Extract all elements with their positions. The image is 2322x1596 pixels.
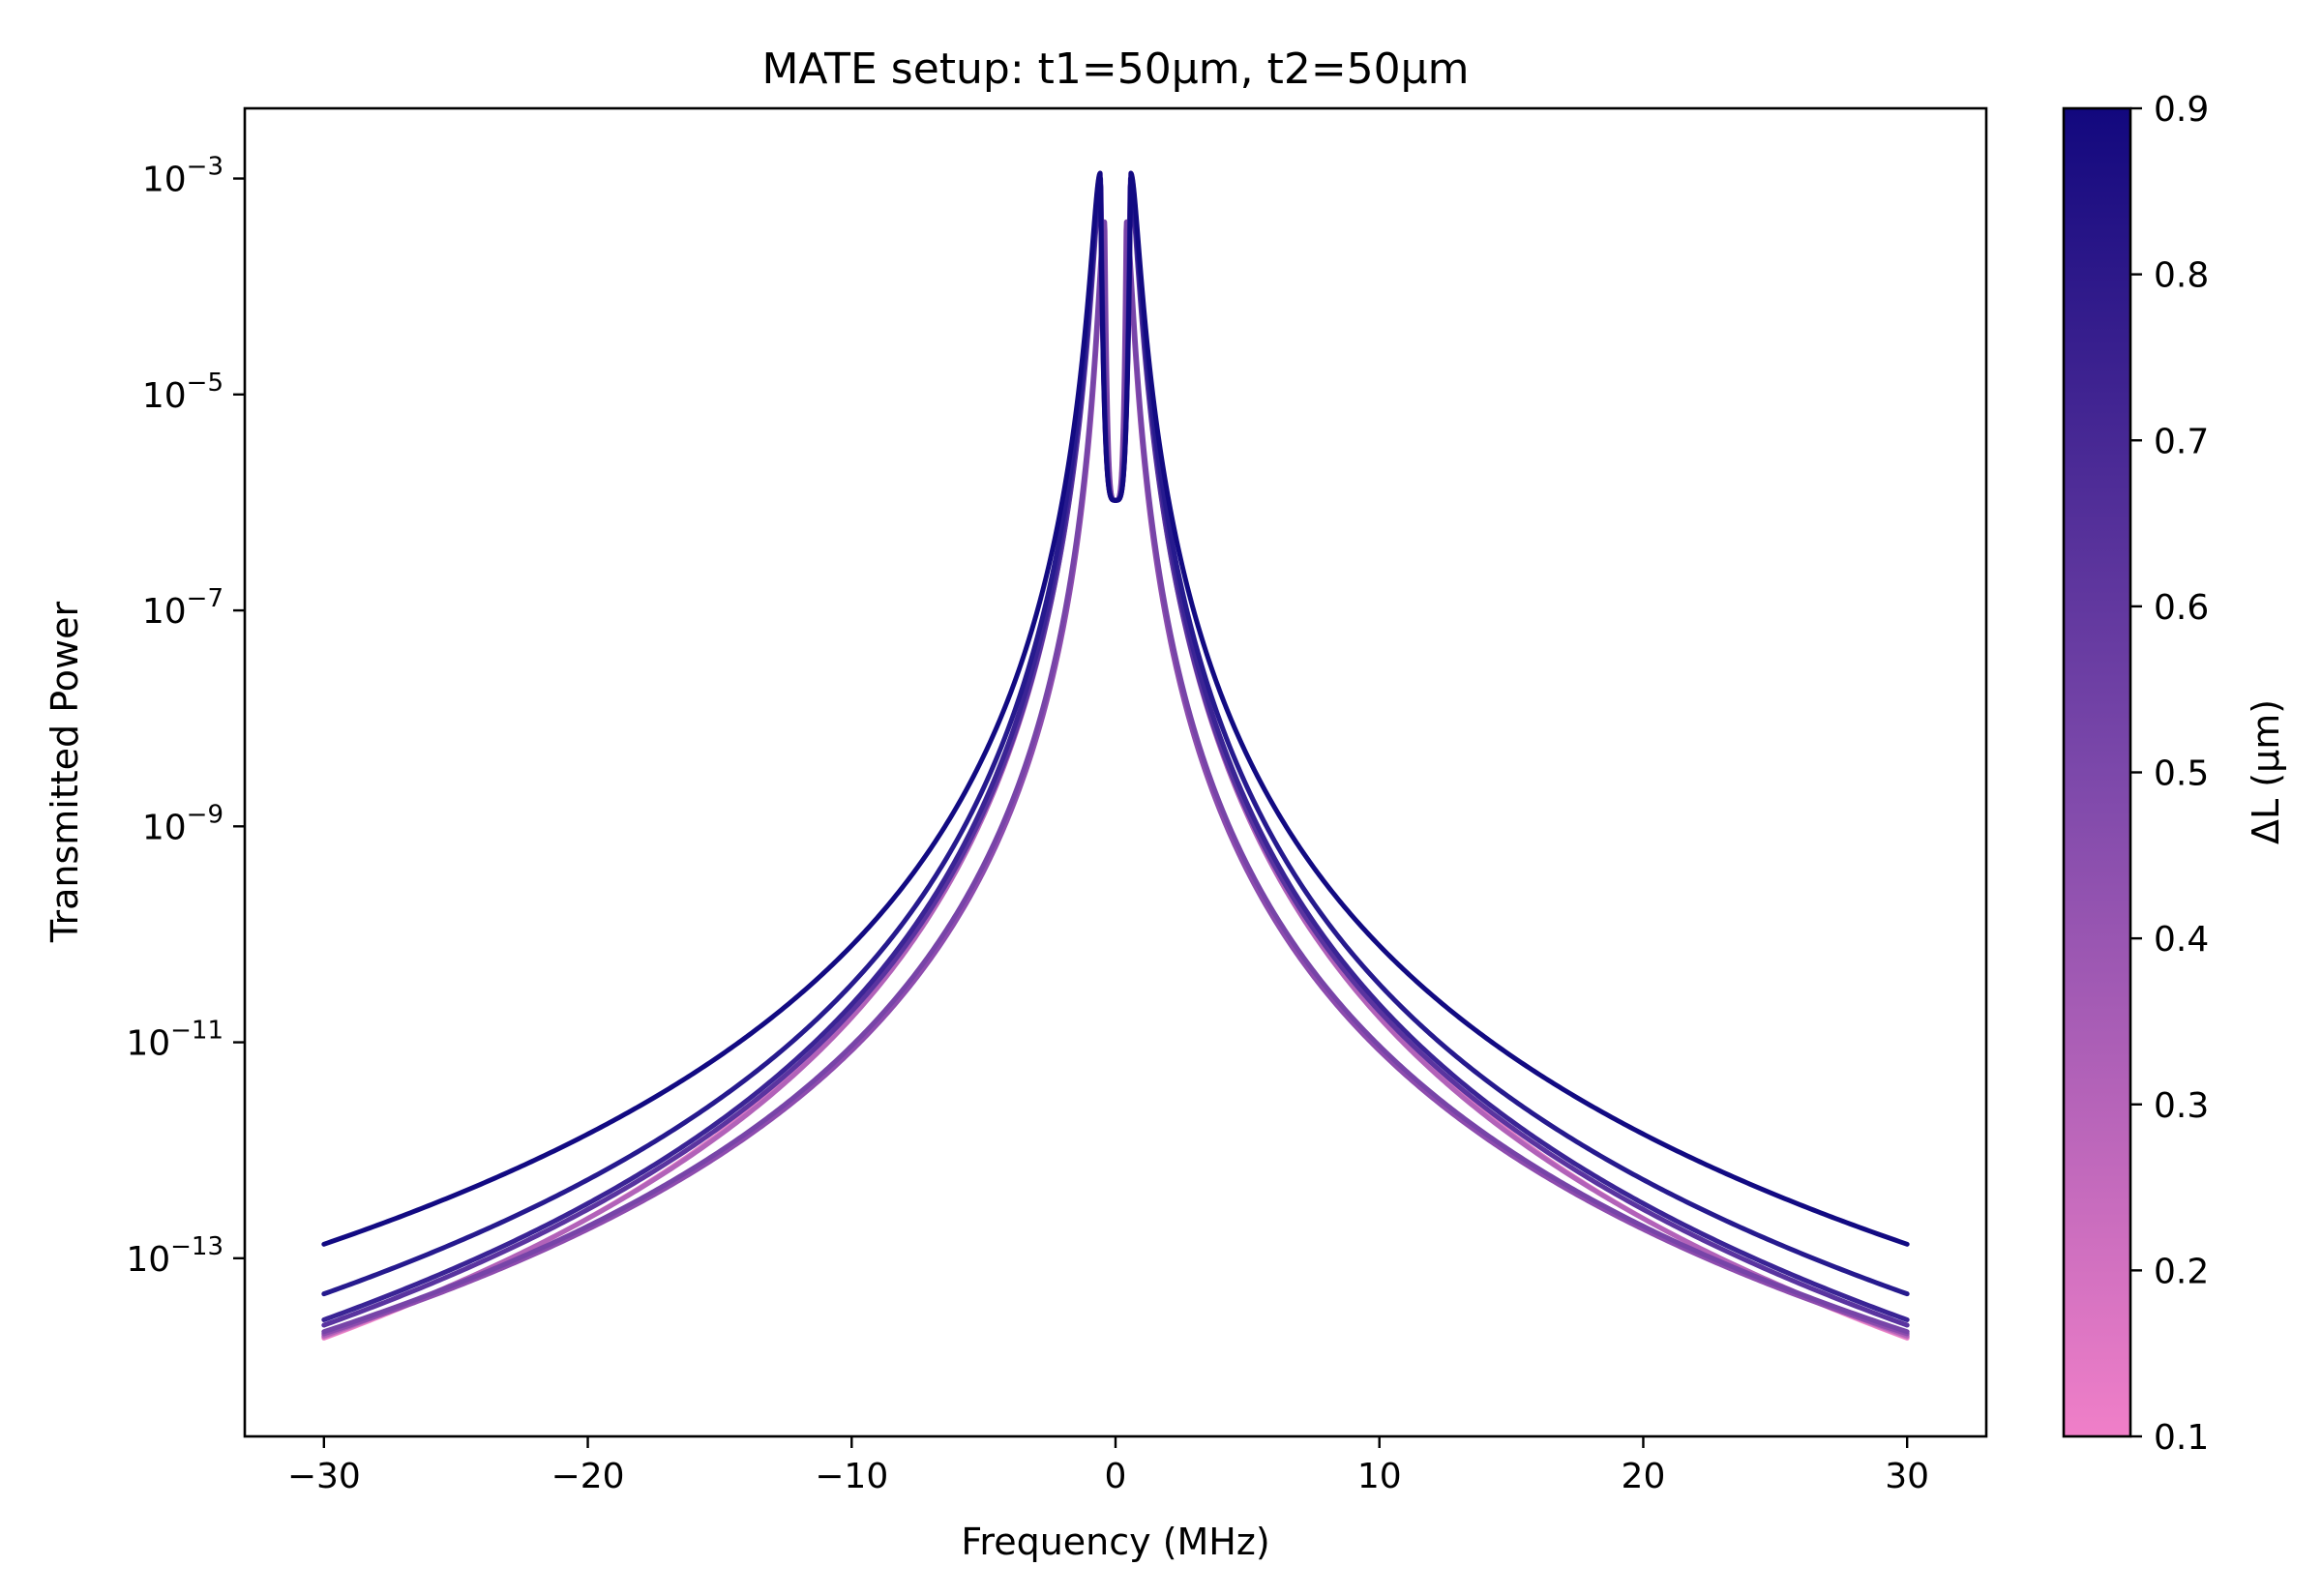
series-line-dl-0.6 — [321, 182, 1910, 1328]
series-line-dl-0.5 — [321, 219, 1910, 1335]
colorbar-tick-label: 0.8 — [2154, 256, 2209, 296]
x-axis-label: Frequency (MHz) — [961, 1521, 1269, 1563]
series-line-dl-0.4 — [321, 220, 1910, 1337]
chart-title: MATE setup: t1=50µm, t2=50µm — [761, 44, 1469, 94]
colorbar-tick-label: 0.6 — [2154, 588, 2209, 628]
y-axis-label: Transmitted Power — [44, 601, 86, 943]
y-tick-label: 10−13 — [126, 1232, 223, 1280]
x-axis-ticks: −30 −20 −10 0 10 20 30 — [287, 1436, 1929, 1496]
x-tick-label: 10 — [1357, 1457, 1402, 1496]
series-line-dl-0.9 — [321, 170, 1910, 1247]
x-tick-label: −10 — [815, 1457, 888, 1496]
series-line-dl-0.2 — [321, 176, 1910, 1340]
y-tick-label: 10−5 — [142, 369, 223, 416]
series-line-dl-0.1 — [321, 170, 1910, 1341]
colorbar-tick-label: 0.3 — [2154, 1086, 2209, 1126]
x-tick-label: 30 — [1885, 1457, 1929, 1496]
colorbar-label: ΔL (µm) — [2245, 699, 2287, 844]
plot-frame — [243, 106, 1988, 1438]
x-tick-label: −30 — [287, 1457, 361, 1496]
y-tick-label: 10−11 — [126, 1017, 223, 1064]
y-tick-label: 10−9 — [142, 800, 223, 847]
colorbar-tick-label: 0.2 — [2154, 1252, 2209, 1291]
x-tick-label: 20 — [1622, 1457, 1666, 1496]
y-tick-label: 10−7 — [142, 584, 223, 632]
series-line-dl-0.8 — [321, 176, 1910, 1297]
y-axis-ticks: 10−3 10−5 10−7 10−9 10−11 10−13 — [126, 153, 245, 1280]
colorbar-tick-label: 0.9 — [2154, 90, 2209, 130]
x-tick-label: 0 — [1105, 1457, 1127, 1496]
colorbar-ticks: 0.1 0.2 0.3 0.4 0.5 0.6 0.7 0.8 0.9 — [2130, 90, 2209, 1458]
colorbar-tick-label: 0.4 — [2154, 920, 2209, 960]
colorbar — [2064, 108, 2130, 1436]
series-line-dl-0.3 — [321, 181, 1910, 1339]
colorbar-tick-label: 0.5 — [2154, 754, 2209, 794]
colorbar-tick-label: 0.1 — [2154, 1418, 2209, 1458]
x-tick-label: −20 — [551, 1457, 625, 1496]
plot-series-group — [321, 170, 1910, 1341]
y-tick-label: 10−3 — [142, 153, 223, 200]
colorbar-tick-label: 0.7 — [2154, 422, 2209, 461]
